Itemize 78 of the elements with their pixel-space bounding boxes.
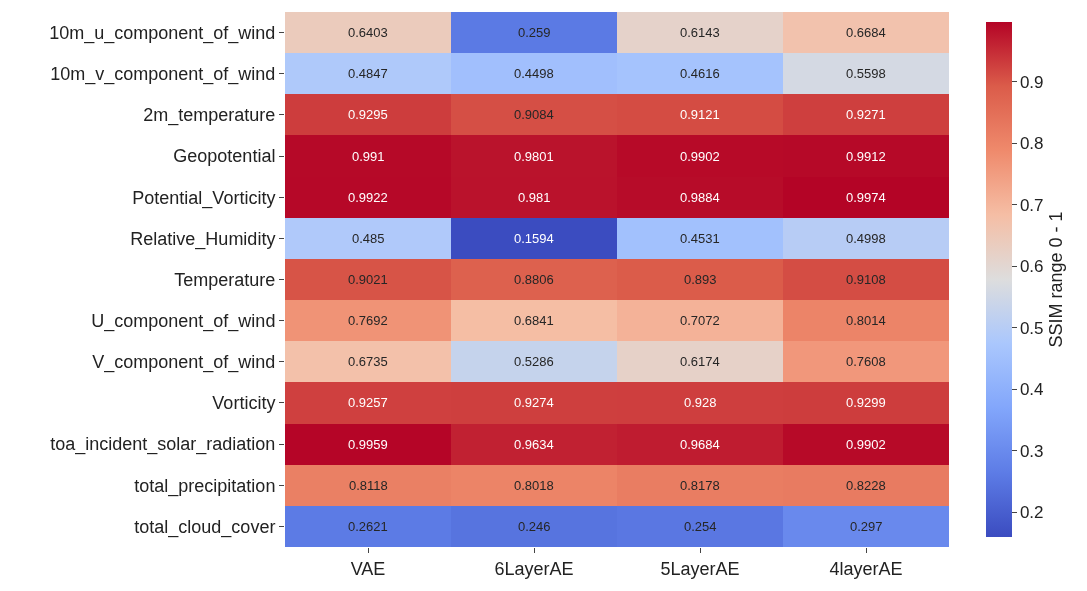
x-tick-label: 4layerAE: [829, 558, 903, 579]
y-tick-label: Temperature: [174, 269, 276, 290]
data-label: 0.9974: [846, 190, 886, 205]
data-label: 0.9884: [680, 190, 720, 205]
data-label: 0.259: [518, 25, 551, 40]
data-label: 0.9634: [514, 437, 554, 452]
data-label: 0.9801: [514, 149, 554, 164]
data-label: 0.9902: [846, 437, 886, 452]
data-label: 0.6403: [348, 25, 388, 40]
data-label: 0.893: [684, 272, 717, 287]
color-bar-label: 0.5: [1019, 318, 1044, 338]
data-label: 0.9274: [514, 395, 554, 410]
data-label: 0.9922: [348, 190, 388, 205]
y-tick-label: U_component_of_wind: [91, 310, 276, 332]
data-label: 0.991: [352, 149, 385, 164]
y-tick-label: 10m_u_component_of_wind: [49, 22, 276, 44]
y-tick-label: toa_incident_solar_radiation: [50, 434, 276, 456]
data-label: 0.6174: [680, 354, 720, 369]
data-label: 0.9271: [846, 107, 886, 122]
data-label: 0.6143: [680, 25, 720, 40]
data-label: 0.981: [518, 190, 551, 205]
data-label: 0.8178: [680, 478, 720, 493]
color-bar-label: 0.2: [1019, 503, 1044, 522]
data-label: 0.9902: [680, 149, 720, 164]
data-label: 0.1594: [514, 231, 554, 246]
color-bar-label: 0.3: [1019, 441, 1044, 461]
data-label: 0.5598: [846, 66, 886, 81]
data-label: 0.9959: [348, 437, 388, 452]
data-label: 0.9084: [514, 107, 554, 122]
data-label: 0.8018: [514, 478, 554, 493]
data-label: 0.4847: [348, 66, 388, 81]
y-tick-label: 10m_v_component_of_wind: [50, 64, 276, 86]
color-bar-title: SSIM range 0 - 1: [1045, 211, 1066, 348]
data-label: 0.6841: [514, 313, 554, 328]
y-tick-label: Relative_Humidity: [130, 228, 276, 250]
y-tick-label: V_component_of_wind: [92, 352, 276, 374]
data-label: 0.8806: [514, 272, 554, 287]
x-tick-label: 6LayerAE: [494, 558, 574, 579]
y-tick-label: total_cloud_cover: [134, 516, 276, 538]
data-label: 0.5286: [514, 354, 554, 369]
data-label: 0.6735: [348, 354, 388, 369]
data-label: 0.9295: [348, 107, 388, 122]
y-tick-label: Vorticity: [212, 393, 276, 414]
color-bar-label: 0.7: [1019, 195, 1044, 215]
color-bar-label: 0.9: [1019, 72, 1044, 92]
data-label: 0.9108: [846, 272, 886, 287]
data-label: 0.7608: [846, 354, 886, 369]
data-label: 0.246: [518, 519, 551, 534]
data-label: 0.297: [850, 519, 883, 534]
data-label: 0.4498: [514, 66, 554, 81]
color-bar-label: 0.8: [1019, 134, 1044, 154]
data-label: 0.7072: [680, 313, 720, 328]
data-label: 0.9912: [846, 149, 886, 164]
color-bar-label: 0.6: [1019, 257, 1044, 277]
x-tick-label: 5LayerAE: [660, 558, 740, 579]
data-label: 0.8118: [349, 478, 388, 493]
data-label: 0.9299: [846, 395, 886, 410]
data-label: 0.928: [684, 395, 717, 410]
data-label: 0.4531: [680, 231, 720, 246]
data-label: 0.485: [352, 231, 385, 246]
data-label: 0.254: [684, 519, 717, 534]
data-label: 0.4998: [846, 231, 886, 246]
data-label: 0.6684: [846, 25, 886, 40]
y-tick-label: 2m_temperature: [143, 105, 276, 127]
x-tick-label: VAE: [350, 558, 386, 579]
data-label: 0.9684: [680, 437, 720, 452]
y-tick-label: Geopotential: [173, 146, 276, 167]
data-label: 0.8014: [846, 313, 886, 328]
data-label: 0.9257: [348, 395, 388, 410]
data-label: 0.2621: [348, 519, 388, 534]
data-label: 0.9121: [680, 107, 720, 122]
data-label: 0.9021: [348, 272, 388, 287]
y-tick-label: Potential_Vorticity: [132, 187, 276, 209]
data-label: 0.7692: [348, 313, 388, 328]
data-label: 0.4616: [680, 66, 720, 81]
color-bar-label: 0.4: [1019, 380, 1044, 400]
y-tick-label: total_precipitation: [134, 475, 276, 497]
data-label: 0.8228: [846, 478, 886, 493]
